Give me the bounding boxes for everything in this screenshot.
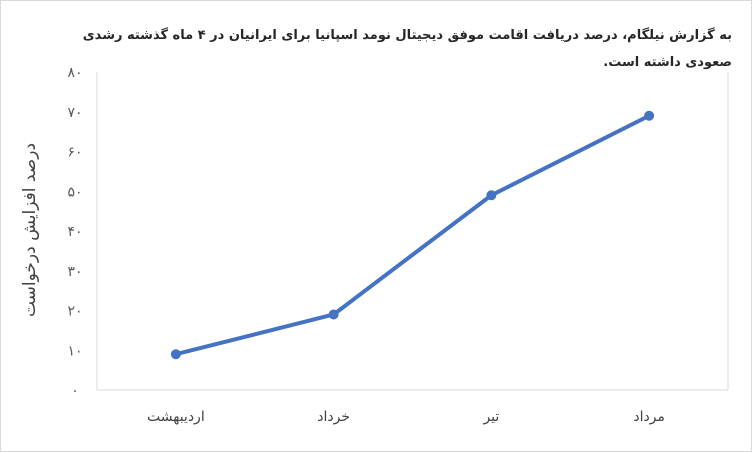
y-tick-label: ۰ [71,383,79,399]
y-tick-label: ۵۰ [67,184,82,200]
y-tick-label: ۸۰ [67,65,82,81]
y-tick-label: ۲۰ [67,304,82,320]
data-point [644,110,655,121]
x-tick-label: تیر [482,409,499,425]
data-point [170,349,181,360]
y-tick-label: ۶۰ [67,145,82,161]
data-point [486,190,497,201]
x-tick-label: مرداد [633,409,665,425]
x-tick-label: اردیبهشت [147,409,205,425]
y-tick-label: ۷۰ [67,105,82,121]
chart-title: به گزارش نیلگام، درصد دریافت اقامت موفق … [82,28,732,70]
x-tick-label: خرداد [317,409,350,425]
y-tick-label: ۴۰ [67,224,82,240]
data-point [328,309,339,320]
series-line [173,113,652,357]
y-tick-label: ۱۰ [67,343,82,359]
y-tick-label: ۳۰ [67,264,82,280]
